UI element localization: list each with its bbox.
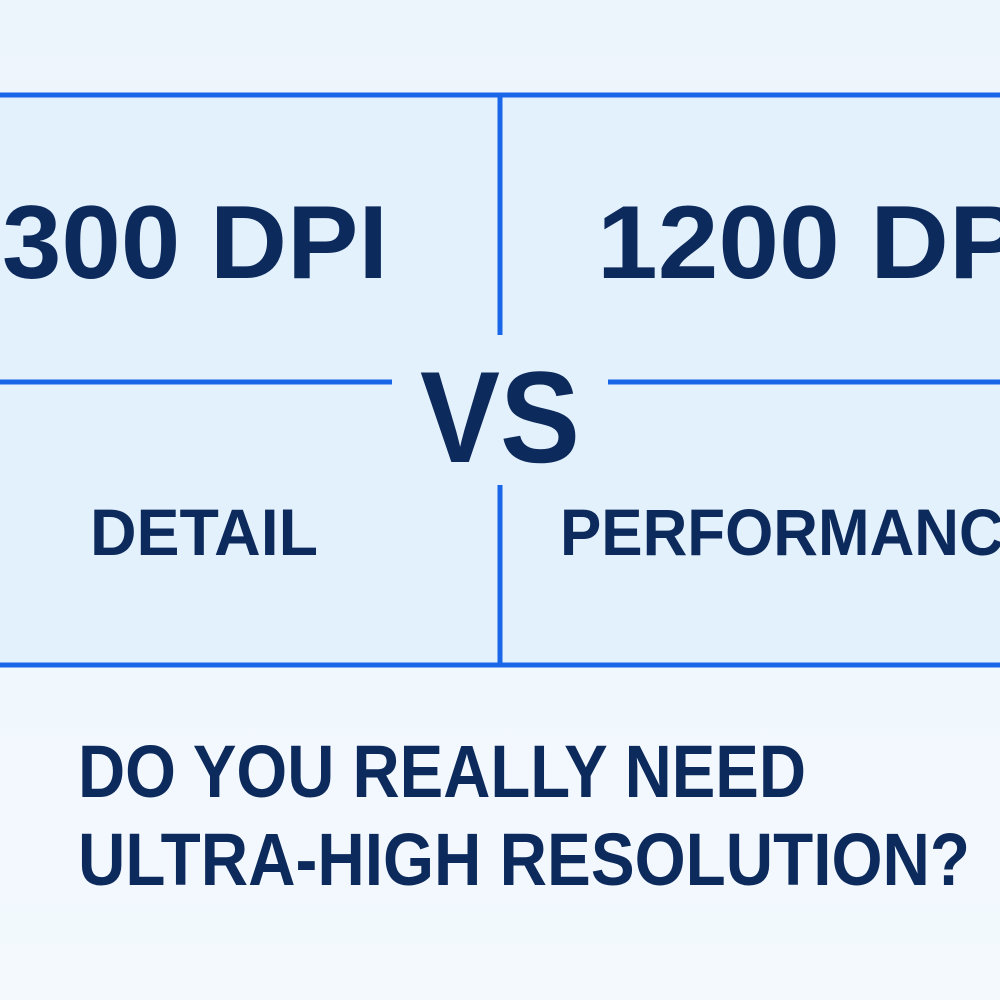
right-title: 1200 DPI — [597, 185, 1000, 301]
question-line-2: ULTRA-HIGH RESOLUTION? — [78, 818, 970, 901]
left-title: 300 DPI — [2, 185, 388, 301]
right-label: PERFORMANCE — [560, 495, 1000, 569]
left-label: DETAIL — [90, 495, 318, 569]
versus: VS — [420, 344, 580, 490]
question-line-1: DO YOU REALLY NEED — [78, 730, 806, 813]
